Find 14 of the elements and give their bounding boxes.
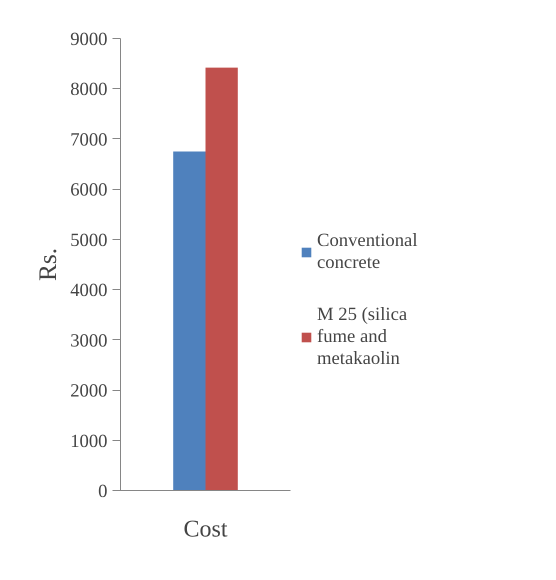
y-tick-label: 0	[98, 481, 108, 502]
y-tick-label: 1000	[70, 430, 108, 452]
legend-label: M 25 (silica fume and metakaolin	[317, 304, 408, 370]
y-tick-label: 5000	[70, 230, 108, 251]
y-axis-title: Rs.	[34, 248, 62, 282]
y-tick-label: 6000	[70, 180, 108, 201]
legend-label: Conventional concrete	[317, 230, 418, 274]
y-tick-label: 7000	[70, 129, 108, 150]
x-tick-label: Cost	[183, 516, 228, 542]
y-tick-label: 4000	[70, 280, 108, 302]
y-tick-label: 9000	[70, 29, 108, 50]
y-tick-label: 3000	[70, 330, 108, 352]
y-tick-label: 8000	[70, 79, 108, 100]
y-tick-label: 2000	[70, 380, 108, 402]
